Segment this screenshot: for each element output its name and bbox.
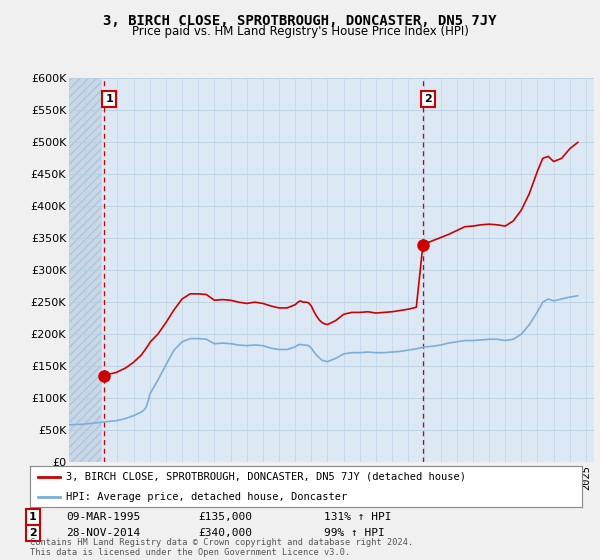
Text: 28-NOV-2014: 28-NOV-2014 [66, 528, 140, 538]
Text: 1: 1 [29, 512, 37, 522]
Text: 99% ↑ HPI: 99% ↑ HPI [324, 528, 385, 538]
Text: HPI: Average price, detached house, Doncaster: HPI: Average price, detached house, Donc… [66, 492, 347, 502]
Text: 2: 2 [424, 94, 431, 104]
Text: 1: 1 [106, 94, 113, 104]
Text: £135,000: £135,000 [198, 512, 252, 522]
Text: 3, BIRCH CLOSE, SPROTBROUGH, DONCASTER, DN5 7JY (detached house): 3, BIRCH CLOSE, SPROTBROUGH, DONCASTER, … [66, 472, 466, 482]
Bar [69, 78, 101, 462]
Text: 09-MAR-1995: 09-MAR-1995 [66, 512, 140, 522]
Text: Price paid vs. HM Land Registry's House Price Index (HPI): Price paid vs. HM Land Registry's House … [131, 25, 469, 38]
Text: Contains HM Land Registry data © Crown copyright and database right 2024.
This d: Contains HM Land Registry data © Crown c… [30, 538, 413, 557]
Text: 131% ↑ HPI: 131% ↑ HPI [324, 512, 392, 522]
Text: 2: 2 [29, 528, 37, 538]
Text: 3, BIRCH CLOSE, SPROTBROUGH, DONCASTER, DN5 7JY: 3, BIRCH CLOSE, SPROTBROUGH, DONCASTER, … [103, 14, 497, 28]
Text: £340,000: £340,000 [198, 528, 252, 538]
